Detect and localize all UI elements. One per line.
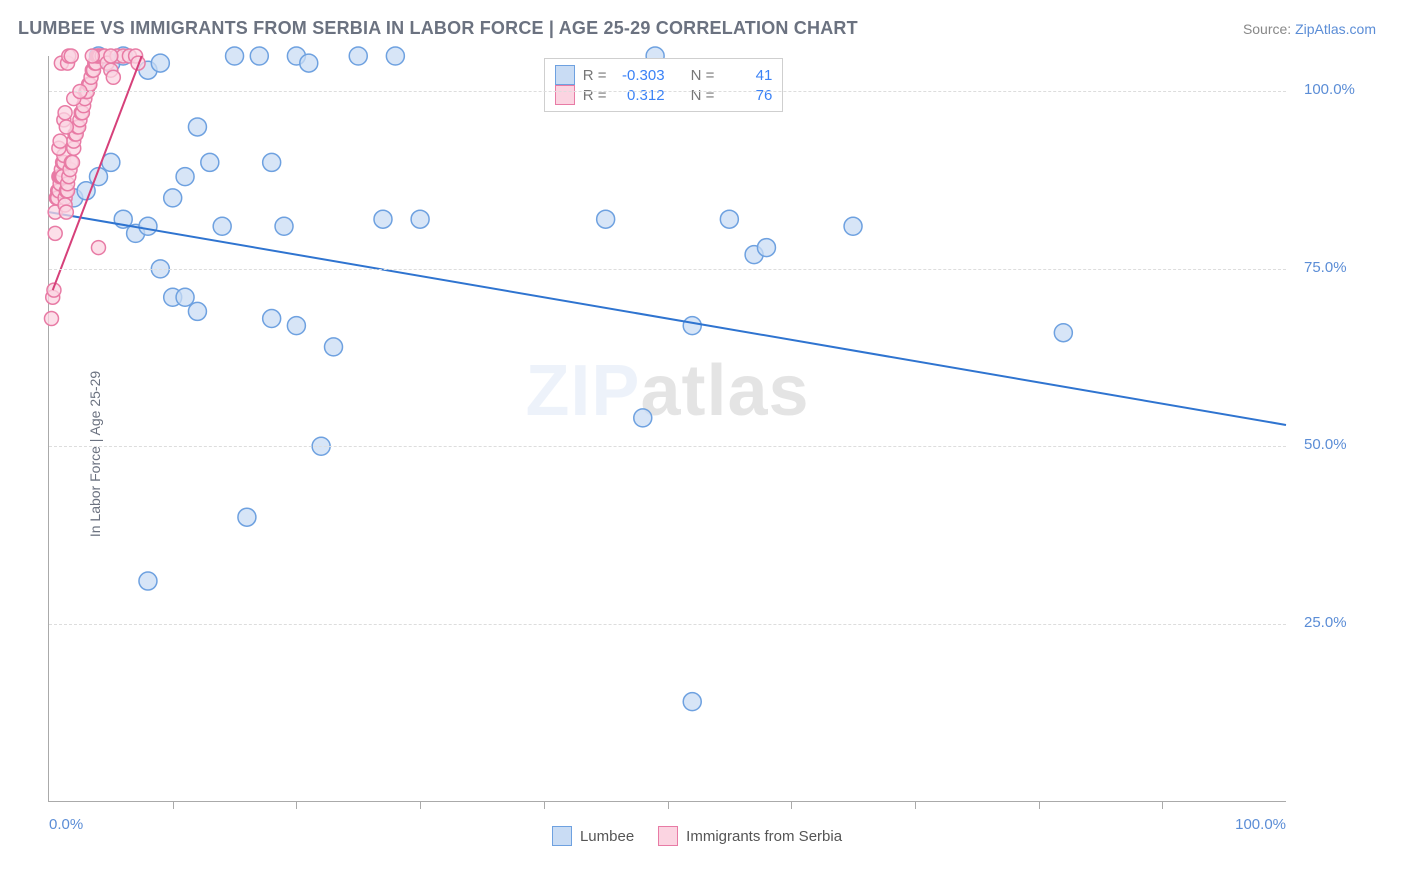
n-label: N = bbox=[691, 67, 715, 84]
data-point bbox=[226, 47, 244, 65]
data-point bbox=[683, 317, 701, 335]
r-value: -0.303 bbox=[615, 67, 665, 84]
data-point bbox=[66, 155, 80, 169]
data-point bbox=[263, 310, 281, 328]
y-tick-label: 75.0% bbox=[1304, 259, 1347, 276]
stats-row: R = 0.312 N = 76 bbox=[555, 85, 773, 105]
data-point bbox=[59, 120, 73, 134]
plot-area: ZIPatlas R =-0.303N =41R =0.312N =76 25.… bbox=[48, 56, 1286, 802]
data-point bbox=[386, 47, 404, 65]
data-point bbox=[59, 205, 73, 219]
y-tick-label: 100.0% bbox=[1304, 81, 1355, 98]
data-point bbox=[48, 226, 62, 240]
data-point bbox=[275, 217, 293, 235]
x-tick bbox=[1162, 801, 1163, 809]
data-point bbox=[176, 288, 194, 306]
data-point bbox=[64, 49, 78, 63]
data-point bbox=[44, 312, 58, 326]
chart-header: LUMBEE VS IMMIGRANTS FROM SERBIA IN LABO… bbox=[0, 0, 1406, 39]
data-point bbox=[104, 49, 118, 63]
source-link[interactable]: ZipAtlas.com bbox=[1295, 21, 1376, 37]
x-tick bbox=[173, 801, 174, 809]
data-point bbox=[287, 317, 305, 335]
data-point bbox=[349, 47, 367, 65]
data-point bbox=[91, 241, 105, 255]
data-point bbox=[634, 409, 652, 427]
data-point bbox=[757, 239, 775, 257]
legend-swatch bbox=[552, 826, 572, 846]
trend-line bbox=[49, 212, 1286, 425]
scatter-svg bbox=[49, 56, 1286, 801]
data-point bbox=[238, 508, 256, 526]
data-point bbox=[201, 153, 219, 171]
x-tick bbox=[791, 801, 792, 809]
legend-label: Immigrants from Serbia bbox=[686, 828, 842, 845]
data-point bbox=[188, 118, 206, 136]
data-point bbox=[188, 302, 206, 320]
x-tick bbox=[668, 801, 669, 809]
chart-area: In Labor Force | Age 25-29 ZIPatlas R =-… bbox=[18, 56, 1376, 852]
data-point bbox=[151, 54, 169, 72]
n-value: 76 bbox=[722, 87, 772, 104]
x-tick bbox=[1039, 801, 1040, 809]
gridline-h bbox=[49, 91, 1286, 92]
x-tick bbox=[915, 801, 916, 809]
y-tick-label: 25.0% bbox=[1304, 614, 1347, 631]
n-label: N = bbox=[691, 87, 715, 104]
data-point bbox=[164, 189, 182, 207]
x-tick bbox=[544, 801, 545, 809]
x-tick bbox=[420, 801, 421, 809]
legend-label: Lumbee bbox=[580, 828, 634, 845]
data-point bbox=[844, 217, 862, 235]
data-point bbox=[53, 134, 67, 148]
data-point bbox=[250, 47, 268, 65]
x-tick bbox=[296, 801, 297, 809]
legend-item: Immigrants from Serbia bbox=[658, 826, 842, 846]
data-point bbox=[139, 572, 157, 590]
data-point bbox=[374, 210, 392, 228]
legend-swatch bbox=[555, 65, 575, 85]
source-label: Source: ZipAtlas.com bbox=[1243, 21, 1376, 37]
r-label: R = bbox=[583, 87, 607, 104]
r-value: 0.312 bbox=[615, 87, 665, 104]
stats-legend: R = -0.303 N = 41 R = 0.312 N = 76 bbox=[544, 58, 784, 112]
stats-row: R = -0.303 N = 41 bbox=[555, 65, 773, 85]
n-value: 41 bbox=[722, 67, 772, 84]
r-label: R = bbox=[583, 67, 607, 84]
data-point bbox=[263, 153, 281, 171]
data-point bbox=[720, 210, 738, 228]
data-point bbox=[176, 168, 194, 186]
legend-swatch bbox=[555, 85, 575, 105]
gridline-h bbox=[49, 446, 1286, 447]
data-point bbox=[139, 217, 157, 235]
y-tick-label: 50.0% bbox=[1304, 436, 1347, 453]
data-point bbox=[85, 49, 99, 63]
data-point bbox=[683, 693, 701, 711]
data-point bbox=[411, 210, 429, 228]
legend-swatch bbox=[658, 826, 678, 846]
chart-title: LUMBEE VS IMMIGRANTS FROM SERBIA IN LABO… bbox=[18, 18, 858, 39]
data-point bbox=[58, 106, 72, 120]
legend-item: Lumbee bbox=[552, 826, 634, 846]
data-point bbox=[213, 217, 231, 235]
data-point bbox=[597, 210, 615, 228]
data-point bbox=[300, 54, 318, 72]
series-legend: Lumbee Immigrants from Serbia bbox=[18, 826, 1376, 846]
data-point bbox=[1054, 324, 1072, 342]
data-point bbox=[325, 338, 343, 356]
data-point bbox=[106, 70, 120, 84]
gridline-h bbox=[49, 624, 1286, 625]
gridline-h bbox=[49, 269, 1286, 270]
